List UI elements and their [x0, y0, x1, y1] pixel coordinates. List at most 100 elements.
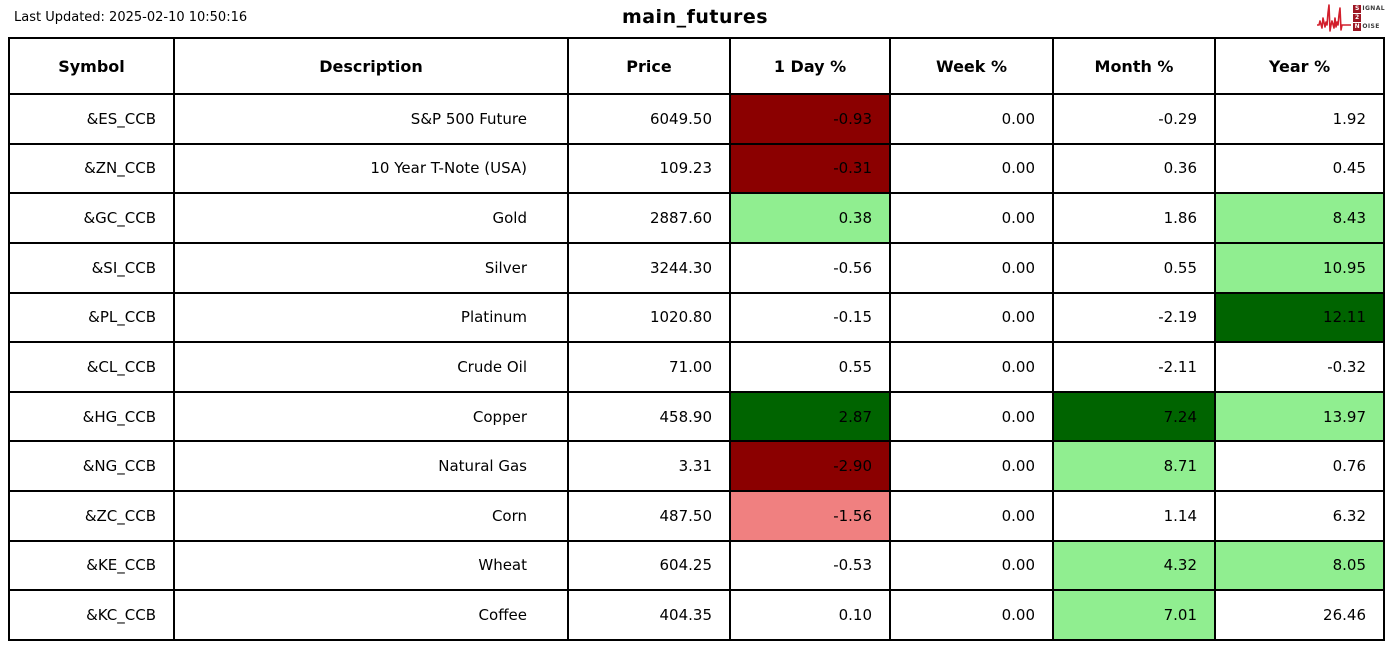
- cell-month-pct: 7.01: [1052, 589, 1216, 641]
- cell-day-pct: 0.10: [729, 589, 891, 641]
- heartbeat-waveform-icon: [1317, 4, 1352, 32]
- column-header-symbol: Symbol: [8, 37, 175, 95]
- cell-description: Gold: [173, 192, 569, 244]
- cell-price: 3.31: [567, 440, 731, 492]
- cell-description: Silver: [173, 241, 569, 294]
- cell-description: Crude Oil: [173, 341, 569, 393]
- cell-symbol: &ZN_CCB: [8, 142, 175, 195]
- cell-symbol: &ES_CCB: [8, 93, 175, 145]
- cell-week-pct: 0.00: [889, 142, 1054, 195]
- cell-price: 487.50: [567, 490, 731, 542]
- page-title: main_futures: [621, 6, 769, 28]
- logo-square-s: S: [1353, 5, 1362, 13]
- cell-description: Coffee: [173, 589, 569, 641]
- cell-description: 10 Year T-Note (USA): [173, 142, 569, 195]
- cell-month-pct: 7.24: [1052, 390, 1216, 443]
- cell-month-pct: 4.32: [1052, 539, 1216, 592]
- cell-year-pct: 8.43: [1214, 192, 1385, 244]
- table-row: &PL_CCB Platinum 1020.80 -0.15 0.00 -2.19 12.1…: [8, 291, 1385, 344]
- table-row: &ZN_CCB 10 Year T-Note (USA) 109.23 -0.31 0.…: [8, 142, 1385, 195]
- logo-line1-rest: IGNAL: [1362, 5, 1385, 12]
- cell-symbol: &SI_CCB: [8, 241, 175, 294]
- cell-week-pct: 0.00: [889, 241, 1054, 294]
- cell-day-pct: -0.53: [729, 539, 891, 592]
- cell-description: Copper: [173, 390, 569, 443]
- cell-description: Wheat: [173, 539, 569, 592]
- cell-price: 458.90: [567, 390, 731, 443]
- cell-symbol: &KE_CCB: [8, 539, 175, 592]
- column-header-month-pct: Month %: [1052, 37, 1216, 95]
- cell-symbol: &GC_CCB: [8, 192, 175, 244]
- cell-year-pct: 8.05: [1214, 539, 1385, 592]
- cell-description: Platinum: [173, 291, 569, 344]
- table-row: &KC_CCB Coffee 404.35 0.10 0.00 7.01 26.46: [8, 589, 1385, 641]
- cell-week-pct: 0.00: [889, 192, 1054, 244]
- cell-price: 604.25: [567, 539, 731, 592]
- cell-year-pct: 0.45: [1214, 142, 1385, 195]
- logo-square-2: 2: [1353, 14, 1362, 22]
- cell-day-pct: -0.93: [729, 93, 891, 145]
- logo-text: S IGNAL 2 N OISE: [1353, 5, 1385, 31]
- cell-symbol: &CL_CCB: [8, 341, 175, 393]
- table-row: &GC_CCB Gold 2887.60 0.38 0.00 1.86 8.43: [8, 192, 1385, 244]
- logo-line-2: 2: [1353, 14, 1385, 22]
- cell-week-pct: 0.00: [889, 93, 1054, 145]
- cell-month-pct: -2.11: [1052, 341, 1216, 393]
- cell-month-pct: 0.36: [1052, 142, 1216, 195]
- last-updated-text: Last Updated: 2025-02-10 10:50:16: [14, 10, 248, 25]
- column-header-price: Price: [567, 37, 731, 95]
- cell-price: 109.23: [567, 142, 731, 195]
- cell-year-pct: 26.46: [1214, 589, 1385, 641]
- cell-day-pct: -0.56: [729, 241, 891, 294]
- cell-day-pct: 0.55: [729, 341, 891, 393]
- cell-year-pct: 10.95: [1214, 241, 1385, 294]
- logo-line-signal: S IGNAL: [1353, 5, 1385, 13]
- cell-day-pct: -2.90: [729, 440, 891, 492]
- cell-day-pct: -0.15: [729, 291, 891, 344]
- logo-line3-rest: OISE: [1362, 23, 1380, 30]
- header-row: Symbol Description Price 1 Day % Week % …: [8, 37, 1385, 95]
- table-row: &CL_CCB Crude Oil 71.00 0.55 0.00 -2.11 -0.32: [8, 341, 1385, 393]
- cell-symbol: &PL_CCB: [8, 291, 175, 344]
- cell-price: 1020.80: [567, 291, 731, 344]
- cell-month-pct: 0.55: [1052, 241, 1216, 294]
- cell-month-pct: 1.14: [1052, 490, 1216, 542]
- table-row: &SI_CCB Silver 3244.30 -0.56 0.00 0.55 10.95: [8, 241, 1385, 294]
- table-row: &ES_CCB S&P 500 Future 6049.50 -0.93 0.00 -0.…: [8, 93, 1385, 145]
- cell-year-pct: -0.32: [1214, 341, 1385, 393]
- cell-month-pct: 8.71: [1052, 440, 1216, 492]
- signal2noise-logo: S IGNAL 2 N OISE: [1317, 3, 1385, 33]
- futures-table: Symbol Description Price 1 Day % Week % …: [8, 37, 1385, 641]
- top-bar: Last Updated: 2025-02-10 10:50:16 main_f…: [0, 0, 1390, 37]
- cell-week-pct: 0.00: [889, 440, 1054, 492]
- cell-week-pct: 0.00: [889, 291, 1054, 344]
- cell-symbol: &HG_CCB: [8, 390, 175, 443]
- cell-month-pct: 1.86: [1052, 192, 1216, 244]
- cell-year-pct: 6.32: [1214, 490, 1385, 542]
- cell-description: Natural Gas: [173, 440, 569, 492]
- cell-description: Corn: [173, 490, 569, 542]
- cell-month-pct: -0.29: [1052, 93, 1216, 145]
- column-header-week-pct: Week %: [889, 37, 1054, 95]
- table-row: &HG_CCB Copper 458.90 2.87 0.00 7.24 13.97: [8, 390, 1385, 443]
- cell-price: 6049.50: [567, 93, 731, 145]
- cell-week-pct: 0.00: [889, 589, 1054, 641]
- cell-symbol: &ZC_CCB: [8, 490, 175, 542]
- column-header-day-pct: 1 Day %: [729, 37, 891, 95]
- table-row: &KE_CCB Wheat 604.25 -0.53 0.00 4.32 8.05: [8, 539, 1385, 592]
- cell-price: 404.35: [567, 589, 731, 641]
- cell-week-pct: 0.00: [889, 490, 1054, 542]
- cell-price: 2887.60: [567, 192, 731, 244]
- cell-symbol: &KC_CCB: [8, 589, 175, 641]
- cell-month-pct: -2.19: [1052, 291, 1216, 344]
- table-body: &ES_CCB S&P 500 Future 6049.50 -0.93 0.00 -0.…: [8, 93, 1385, 641]
- cell-description: S&P 500 Future: [173, 93, 569, 145]
- table-row: &NG_CCB Natural Gas 3.31 -2.90 0.00 8.71 0.76: [8, 440, 1385, 492]
- cell-year-pct: 13.97: [1214, 390, 1385, 443]
- cell-year-pct: 0.76: [1214, 440, 1385, 492]
- table-row: &ZC_CCB Corn 487.50 -1.56 0.00 1.14 6.32: [8, 490, 1385, 542]
- cell-week-pct: 0.00: [889, 539, 1054, 592]
- column-header-description: Description: [173, 37, 569, 95]
- cell-symbol: &NG_CCB: [8, 440, 175, 492]
- logo-square-n: N: [1353, 23, 1362, 31]
